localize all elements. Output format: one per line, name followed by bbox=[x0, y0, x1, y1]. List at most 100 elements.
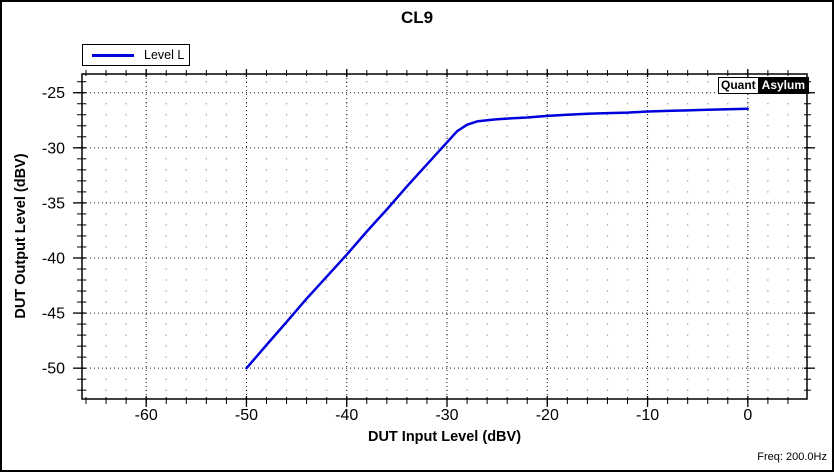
minor-grid-dot bbox=[486, 290, 488, 292]
minor-grid-dot bbox=[787, 290, 789, 292]
minor-grid-dot bbox=[626, 378, 629, 380]
minor-grid-dot bbox=[586, 246, 588, 248]
minor-grid-dot bbox=[326, 378, 328, 380]
minor-grid-dot bbox=[667, 301, 669, 303]
minor-grid-dot bbox=[566, 268, 568, 270]
minor-grid-dot bbox=[707, 114, 709, 116]
minor-grid-dot bbox=[747, 290, 749, 292]
minor-grid-dot bbox=[406, 213, 408, 215]
minor-grid-dot bbox=[265, 158, 268, 160]
minor-grid-dot bbox=[646, 125, 649, 127]
minor-grid-dot bbox=[747, 224, 749, 226]
minor-grid-dot bbox=[687, 389, 689, 391]
minor-grid-dot bbox=[707, 367, 709, 369]
minor-grid-dot bbox=[446, 378, 448, 380]
minor-grid-dot bbox=[626, 356, 629, 358]
minor-grid-dot bbox=[747, 334, 749, 336]
minor-grid-dot bbox=[727, 125, 729, 127]
minor-grid-dot bbox=[326, 114, 328, 116]
minor-grid-dot bbox=[646, 235, 649, 237]
minor-grid-dot bbox=[586, 268, 588, 270]
minor-grid-dot bbox=[85, 169, 87, 171]
minor-grid-dot bbox=[466, 257, 468, 259]
minor-grid-dot bbox=[526, 279, 528, 281]
minor-grid-dot bbox=[787, 191, 789, 193]
minor-grid-dot bbox=[165, 279, 167, 281]
minor-grid-dot bbox=[707, 257, 709, 259]
minor-grid-dot bbox=[667, 169, 669, 171]
minor-grid-dot bbox=[85, 323, 87, 325]
minor-grid-dot bbox=[125, 81, 127, 83]
x-tick-label: -20 bbox=[536, 407, 559, 424]
minor-grid-dot bbox=[265, 114, 268, 116]
minor-grid-dot bbox=[205, 356, 207, 358]
minor-grid-dot bbox=[606, 312, 609, 314]
minor-grid-dot bbox=[165, 180, 167, 182]
minor-grid-dot bbox=[306, 103, 308, 105]
minor-grid-dot bbox=[526, 334, 528, 336]
minor-grid-dot bbox=[386, 81, 388, 83]
minor-grid-dot bbox=[707, 378, 709, 380]
x-tick-label: -30 bbox=[435, 407, 458, 424]
minor-grid-dot bbox=[386, 224, 388, 226]
y-tick-label: -45 bbox=[42, 306, 65, 323]
minor-grid-dot bbox=[747, 323, 749, 325]
minor-grid-dot bbox=[446, 92, 448, 94]
minor-grid-dot bbox=[526, 235, 528, 237]
minor-grid-dot bbox=[566, 136, 568, 138]
minor-grid-dot bbox=[566, 334, 568, 336]
minor-grid-dot bbox=[687, 246, 689, 248]
minor-grid-dot bbox=[466, 246, 468, 248]
minor-grid-dot bbox=[225, 290, 227, 292]
minor-grid-dot bbox=[486, 224, 488, 226]
minor-grid-dot bbox=[707, 81, 709, 83]
minor-grid-dot bbox=[185, 136, 187, 138]
minor-grid-dot bbox=[165, 81, 167, 83]
minor-grid-dot bbox=[687, 158, 689, 160]
minor-grid-dot bbox=[486, 180, 488, 182]
legend-series-label: Level L bbox=[144, 48, 185, 62]
minor-grid-dot bbox=[105, 378, 107, 380]
minor-grid-dot bbox=[506, 158, 508, 160]
minor-grid-dot bbox=[566, 290, 568, 292]
minor-grid-dot bbox=[165, 246, 167, 248]
minor-grid-dot bbox=[546, 191, 548, 193]
minor-grid-dot bbox=[386, 378, 388, 380]
minor-grid-dot bbox=[466, 202, 468, 204]
minor-grid-dot bbox=[526, 312, 528, 314]
minor-grid-dot bbox=[687, 356, 689, 358]
minor-grid-dot bbox=[767, 268, 769, 270]
minor-grid-dot bbox=[306, 81, 308, 83]
minor-grid-dot bbox=[506, 389, 508, 391]
minor-grid-dot bbox=[245, 136, 248, 138]
x-axis-title: DUT Input Level (dBV) bbox=[367, 429, 522, 445]
minor-grid-dot bbox=[125, 103, 127, 105]
minor-grid-dot bbox=[105, 290, 107, 292]
minor-grid-dot bbox=[426, 334, 428, 336]
minor-grid-dot bbox=[225, 246, 227, 248]
minor-grid-dot bbox=[727, 268, 729, 270]
minor-grid-dot bbox=[667, 158, 669, 160]
minor-grid-dot bbox=[526, 136, 528, 138]
frequency-readout: Freq: 200.0Hz bbox=[757, 451, 827, 463]
minor-grid-dot bbox=[707, 147, 709, 149]
minor-grid-dot bbox=[326, 169, 328, 171]
minor-grid-dot bbox=[667, 389, 669, 391]
minor-grid-dot bbox=[125, 345, 127, 347]
minor-grid-dot bbox=[386, 279, 388, 281]
minor-grid-dot bbox=[225, 378, 227, 380]
minor-grid-dot bbox=[265, 191, 268, 193]
minor-grid-dot bbox=[526, 92, 528, 94]
minor-grid-dot bbox=[526, 180, 528, 182]
minor-grid-dot bbox=[326, 323, 328, 325]
minor-grid-dot bbox=[687, 147, 689, 149]
minor-grid-dot bbox=[646, 191, 649, 193]
minor-grid-dot bbox=[687, 257, 689, 259]
minor-grid-dot bbox=[125, 136, 127, 138]
minor-grid-dot bbox=[767, 301, 769, 303]
minor-grid-dot bbox=[626, 81, 629, 83]
minor-grid-dot bbox=[767, 147, 769, 149]
minor-grid-dot bbox=[667, 279, 669, 281]
minor-grid-dot bbox=[406, 125, 408, 127]
